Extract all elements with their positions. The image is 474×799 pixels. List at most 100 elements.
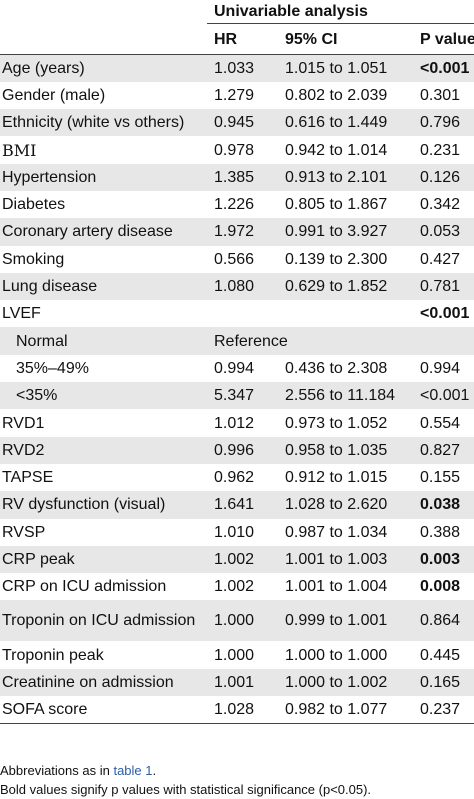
- hr-cell: 1.002: [207, 545, 278, 574]
- p-value-cell: 0.781: [409, 272, 474, 301]
- ci-cell: 0.973 to 1.052: [278, 409, 409, 437]
- ci-cell: 0.958 to 1.035: [278, 436, 409, 464]
- reference-cell: Reference: [207, 327, 474, 355]
- variable-cell: Smoking: [0, 245, 207, 273]
- hr-cell: 1.002: [207, 573, 278, 601]
- table-body: Age (years) 1.033 1.015 to 1.051 <0.001 Gend…: [0, 54, 474, 724]
- variable-cell: Age (years): [0, 54, 207, 82]
- p-value-cell: 0.053: [409, 218, 474, 246]
- p-value-cell: <0.001: [409, 54, 474, 82]
- ci-cell: 0.436 to 2.308: [278, 354, 409, 383]
- p-value-cell: 0.165: [409, 668, 474, 697]
- ci-cell: 0.999 to 1.001: [278, 600, 409, 642]
- table-row: Hypertension 1.385 0.913 to 2.101 0.126: [0, 163, 474, 191]
- variable-cell: Coronary artery disease: [0, 218, 207, 246]
- table-row: Coronary artery disease 1.972 0.991 to 3.9…: [0, 218, 474, 246]
- ci-cell: 1.001 to 1.004: [278, 573, 409, 601]
- table-row: RVSP 1.010 0.987 to 1.034 0.388: [0, 518, 474, 546]
- ci-cell: 1.000 to 1.002: [278, 668, 409, 697]
- header-columns-row: HR 95% CI P value: [0, 23, 474, 55]
- abbreviations-note: Abbreviations as in table 1.: [0, 761, 371, 780]
- table-row: Age (years) 1.033 1.015 to 1.051 <0.001: [0, 54, 474, 82]
- ci-cell: 0.805 to 1.867: [278, 190, 409, 219]
- variable-cell: Troponin on ICU admission: [0, 600, 207, 642]
- hr-cell: 1.012: [207, 409, 278, 437]
- variable-cell: RVD1: [0, 409, 207, 437]
- variable-cell: Lung disease: [0, 272, 207, 301]
- table-row: SOFA score 1.028 0.982 to 1.077 0.237: [0, 696, 474, 724]
- hr-cell: 1.010: [207, 518, 278, 546]
- ci-cell: 0.982 to 1.077: [278, 696, 409, 724]
- header-variable-cell: [0, 23, 207, 55]
- hr-cell: 0.996: [207, 436, 278, 464]
- ci-cell: 0.629 to 1.852: [278, 272, 409, 301]
- hr-cell: 1.028: [207, 696, 278, 724]
- table-row: CRP on ICU admission 1.002 1.001 to 1.004 0…: [0, 573, 474, 601]
- table-1-link[interactable]: table 1: [113, 763, 153, 778]
- p-value-cell: 0.038: [409, 491, 474, 519]
- ci-cell: 1.000 to 1.000: [278, 641, 409, 669]
- hr-cell: 1.000: [207, 600, 278, 642]
- hr-cell: [207, 300, 278, 328]
- table-row: RV dysfunction (visual) 1.641 1.028 to 2.6…: [0, 491, 474, 519]
- p-value-cell: 0.827: [409, 436, 474, 464]
- variable-cell: Normal: [0, 327, 207, 355]
- ci-cell: 1.001 to 1.003: [278, 545, 409, 574]
- table-row: CRP peak 1.002 1.001 to 1.003 0.003: [0, 545, 474, 574]
- ci-cell: 1.015 to 1.051: [278, 54, 409, 82]
- p-value-cell: 0.003: [409, 545, 474, 574]
- hr-cell: 1.033: [207, 54, 278, 82]
- variable-cell: BMI: [0, 136, 207, 164]
- p-value-cell: 0.126: [409, 163, 474, 191]
- table-row: Lung disease 1.080 0.629 to 1.852 0.781: [0, 272, 474, 301]
- column-header-ci: 95% CI: [278, 23, 409, 55]
- hr-cell: 0.978: [207, 136, 278, 164]
- abbreviations-suffix: .: [152, 763, 157, 778]
- table-row: BMI 0.978 0.942 to 1.014 0.231: [0, 136, 474, 164]
- hr-cell: 1.279: [207, 81, 278, 110]
- variable-cell: CRP on ICU admission: [0, 573, 207, 601]
- p-value-cell: 0.231: [409, 136, 474, 164]
- p-value-cell: 0.388: [409, 518, 474, 546]
- variable-cell: LVEF: [0, 300, 207, 328]
- hr-cell: 1.080: [207, 272, 278, 301]
- table-row: LVEF <0.001: [0, 300, 474, 328]
- table-row: 35%–49% 0.994 0.436 to 2.308 0.994: [0, 354, 474, 383]
- table-row: <35% 5.347 2.556 to 11.184 <0.001: [0, 382, 474, 410]
- variable-cell: Ethnicity (white vs others): [0, 109, 207, 137]
- header-blank-cell: [0, 0, 207, 24]
- hr-cell: 0.566: [207, 245, 278, 273]
- p-value-cell: 0.008: [409, 573, 474, 601]
- table-row: Gender (male) 1.279 0.802 to 2.039 0.301: [0, 81, 474, 110]
- variable-cell: CRP peak: [0, 545, 207, 574]
- table-row: Troponin peak 1.000 1.000 to 1.000 0.445: [0, 641, 474, 669]
- table-row: Creatinine on admission 1.001 1.000 to 1.0…: [0, 668, 474, 697]
- ci-cell: 0.987 to 1.034: [278, 518, 409, 546]
- p-value-cell: <0.001: [409, 382, 474, 410]
- table-row: Ethnicity (white vs others) 0.945 0.616 to…: [0, 109, 474, 137]
- ci-cell: 0.913 to 2.101: [278, 163, 409, 191]
- table-row: TAPSE 0.962 0.912 to 1.015 0.155: [0, 463, 474, 492]
- p-value-cell: 0.554: [409, 409, 474, 437]
- ci-cell: 0.616 to 1.449: [278, 109, 409, 137]
- ci-cell: 0.912 to 1.015: [278, 463, 409, 492]
- variable-cell: Gender (male): [0, 81, 207, 110]
- table-row: Diabetes 1.226 0.805 to 1.867 0.342: [0, 190, 474, 219]
- ci-cell: [278, 300, 409, 328]
- hr-cell: 5.347: [207, 382, 278, 410]
- ci-cell: 0.139 to 2.300: [278, 245, 409, 273]
- ci-cell: 1.028 to 2.620: [278, 491, 409, 519]
- hr-cell: 0.994: [207, 354, 278, 383]
- variable-cell: Diabetes: [0, 190, 207, 219]
- variable-cell: RVSP: [0, 518, 207, 546]
- p-value-cell: 0.994: [409, 354, 474, 383]
- variable-cell: SOFA score: [0, 696, 207, 724]
- header-group-row: Univariable analysis: [0, 0, 474, 24]
- hr-cell: 1.641: [207, 491, 278, 519]
- hr-cell: 1.001: [207, 668, 278, 697]
- ci-cell: 0.991 to 3.927: [278, 218, 409, 246]
- ci-cell: 0.802 to 2.039: [278, 81, 409, 110]
- table-row: Normal Reference: [0, 327, 474, 355]
- p-value-cell: 0.237: [409, 696, 474, 724]
